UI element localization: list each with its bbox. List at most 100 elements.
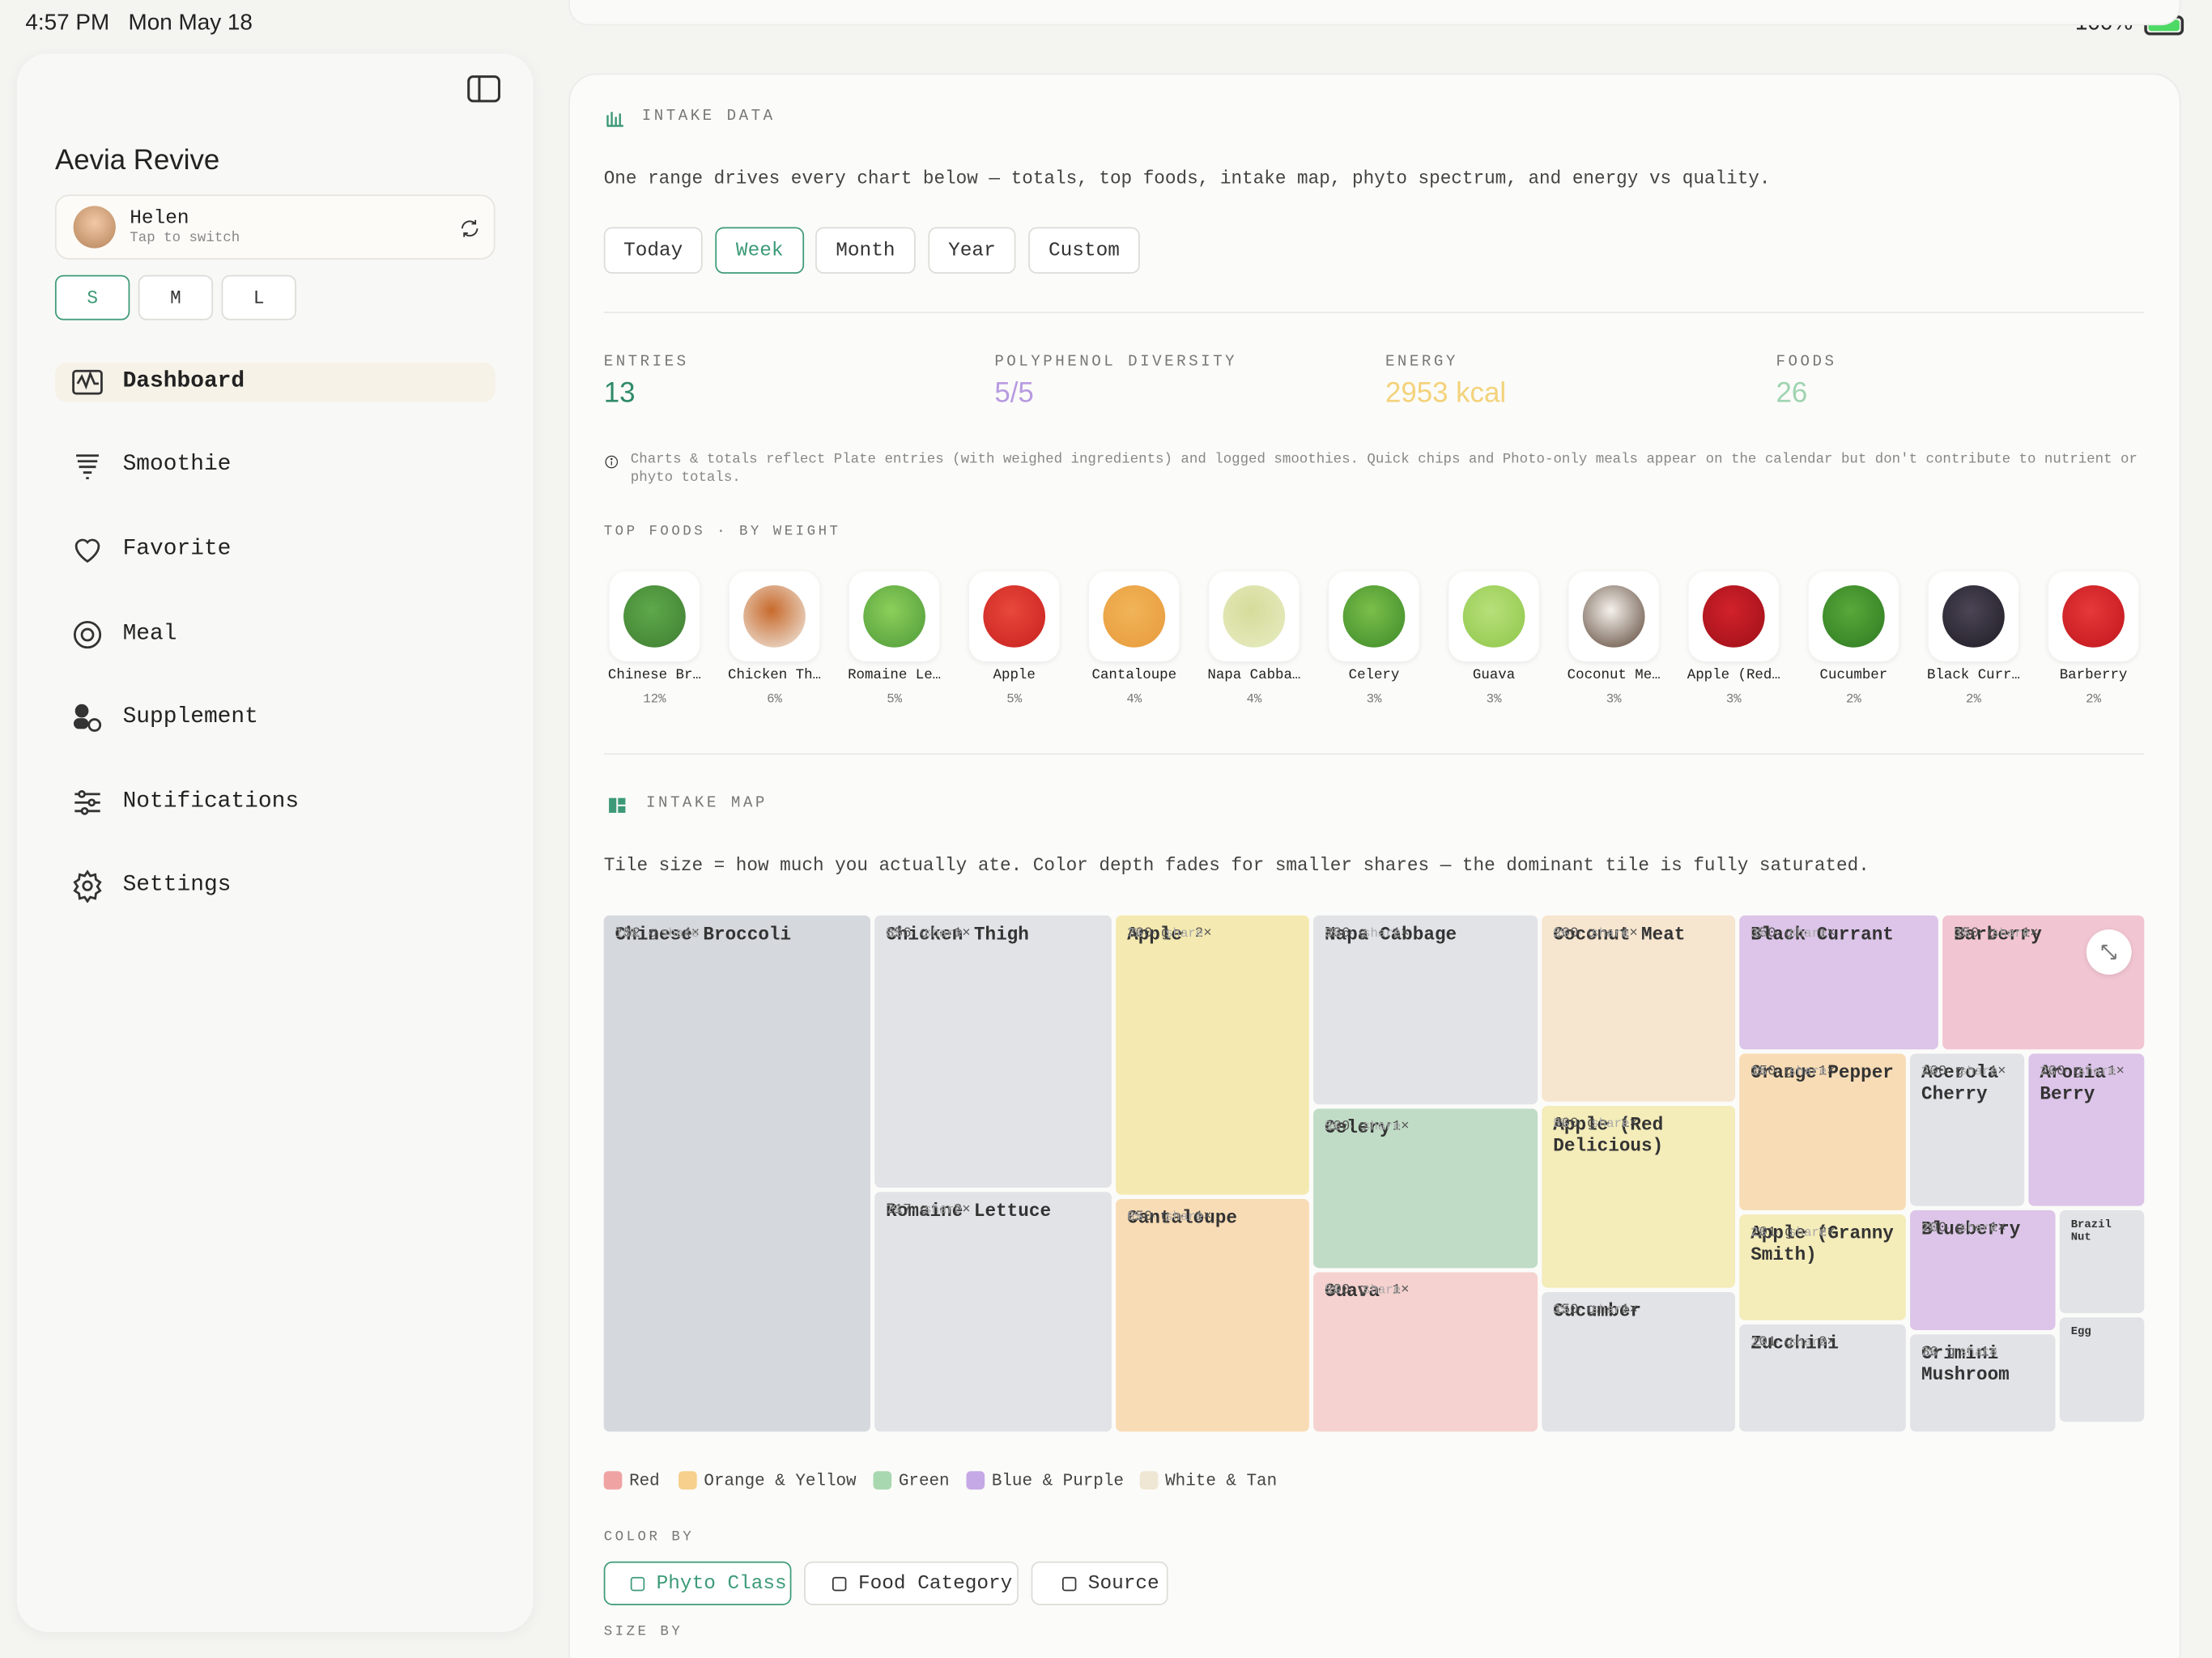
option-label: Source bbox=[1087, 1571, 1159, 1595]
size-button[interactable]: L bbox=[221, 274, 296, 321]
nav-icon bbox=[70, 618, 104, 652]
map-tile[interactable]: Zucchini 101 g · 2× 2% · share bbox=[1739, 1324, 1906, 1432]
map-tile[interactable]: Chicken Thigh 356 g · 1× 8% · share bbox=[874, 915, 1112, 1188]
nav-icon-svg bbox=[73, 869, 102, 903]
map-tile[interactable]: Cantaloupe 250 g · 1× 6% · share bbox=[1116, 1198, 1309, 1432]
expand-svg bbox=[2101, 944, 2116, 960]
map-tile[interactable]: Chinese Broccoli 752 g · 4× 18% · share bbox=[603, 915, 870, 1432]
nav-icon-svg bbox=[73, 620, 102, 649]
color-by-title: COLOR BY bbox=[603, 1530, 695, 1546]
tile-amount: 300 g · 2× bbox=[1127, 926, 1212, 942]
tile-share: 2% · share bbox=[1921, 1346, 1998, 1360]
map-tile[interactable]: Brazil Nut bbox=[2059, 1209, 2145, 1314]
color-by-button[interactable]: Source bbox=[1031, 1561, 1168, 1605]
food-thumb bbox=[609, 571, 700, 662]
food-thumb bbox=[849, 571, 940, 662]
map-tile[interactable]: Cucumber 150 g · 1× 3% · share bbox=[1542, 1291, 1736, 1432]
tile-amount: 101 g · 2× bbox=[1750, 1226, 1836, 1242]
nav-item[interactable]: Supplement bbox=[122, 704, 258, 729]
nav-item[interactable]: Smoothie bbox=[122, 451, 232, 477]
map-tile[interactable]: Barberry 150 g · 1× 3% · share bbox=[1942, 915, 2145, 1050]
range-button[interactable]: Month bbox=[815, 227, 916, 274]
option-label: Food Category bbox=[857, 1571, 1013, 1595]
color-by-button[interactable]: Phyto Class bbox=[603, 1561, 792, 1605]
legend-label: Blue & Purple bbox=[991, 1471, 1124, 1491]
food-thumb bbox=[1329, 571, 1419, 662]
food-name: Apple (Red… bbox=[1687, 668, 1780, 685]
food-share: 6% bbox=[767, 692, 782, 707]
nav-item[interactable]: Dashboard bbox=[122, 368, 245, 394]
map-title: INTAKE MAP bbox=[645, 795, 768, 813]
user-name: Helen bbox=[130, 207, 189, 230]
map-tile[interactable]: Apple (Granny Smith) 101 g · 2× 2% · share bbox=[1739, 1214, 1906, 1320]
food-image bbox=[2062, 585, 2125, 648]
legend-label: White & Tan bbox=[1165, 1471, 1278, 1491]
tile-share: 3% · share bbox=[1750, 926, 1827, 942]
map-tile[interactable]: Napa Cabbage 236 g · 1× 5% · share bbox=[1313, 915, 1538, 1105]
map-tile[interactable]: Blueberry 100 g · 1× 2% · share bbox=[1910, 1209, 2056, 1330]
map-tile[interactable]: Acerola Cherry 100 g · 1× 2% · share bbox=[1910, 1053, 2025, 1206]
color-by-button[interactable]: Food Category bbox=[804, 1561, 1019, 1605]
food-name: Chinese Br… bbox=[607, 668, 701, 685]
tile-share: 6% · share bbox=[1127, 1209, 1204, 1225]
nav-item[interactable]: Meal bbox=[122, 620, 177, 646]
food-thumb bbox=[1209, 571, 1300, 662]
nav-icon-svg bbox=[76, 454, 99, 480]
food-share: 3% bbox=[1725, 692, 1742, 707]
food-thumb bbox=[968, 571, 1060, 662]
nav-item[interactable]: Notifications bbox=[122, 788, 300, 814]
user-hint: Tap to switch bbox=[130, 231, 240, 247]
stat-value: 13 bbox=[603, 377, 636, 410]
range-button[interactable]: Today bbox=[603, 227, 703, 274]
tile-amount: 150 g · 1× bbox=[1954, 926, 2039, 942]
food-name: Napa Cabba… bbox=[1207, 668, 1301, 685]
size-button[interactable]: M bbox=[138, 274, 214, 321]
food-thumb bbox=[1688, 571, 1780, 662]
food-image bbox=[1223, 585, 1286, 648]
nav-item[interactable]: Favorite bbox=[122, 536, 232, 562]
map-tile[interactable]: Romaine Lettuce 317 g · 2× 7% · share bbox=[874, 1192, 1112, 1432]
tile-amount: 150 g · 1× bbox=[1553, 1303, 1638, 1320]
legend-swatch bbox=[678, 1471, 697, 1490]
tile-name: Guava bbox=[1325, 1281, 1380, 1303]
legend-label: Green bbox=[898, 1471, 950, 1491]
tile-name: Coconut Meat bbox=[1553, 924, 1686, 946]
map-tile[interactable]: Orange Pepper 150 g · 1× 3% · share bbox=[1739, 1053, 1906, 1210]
food-name: Apple bbox=[993, 668, 1036, 685]
tile-name: Aronia Berry bbox=[2040, 1061, 2106, 1105]
legend-swatch bbox=[966, 1471, 985, 1490]
map-tile[interactable]: Apple (Red Delicious) 200 g · 1× 5% · shar… bbox=[1542, 1105, 1736, 1288]
map-tile[interactable]: Crimini Mushroom 80 g · 1× 2% · share bbox=[1910, 1334, 2056, 1432]
nav-icon bbox=[70, 785, 104, 819]
nav-item[interactable]: Settings bbox=[122, 871, 232, 898]
food-share: 4% bbox=[1126, 692, 1142, 707]
map-tile[interactable]: Celery 200 g · 1× 5% · share bbox=[1313, 1108, 1538, 1269]
range-button[interactable]: Year bbox=[928, 227, 1016, 274]
user-card[interactable]: Helen Tap to switch bbox=[54, 194, 496, 260]
sidebar-toggle-svg bbox=[467, 75, 500, 103]
map-description: Tile size = how much you actually ate. C… bbox=[603, 854, 1870, 876]
map-tile[interactable]: Black Currant 150 g · 1× 3% · share bbox=[1739, 915, 1938, 1050]
tile-share: 3% · share bbox=[1553, 1303, 1630, 1318]
tile-amount: 150 g · 1× bbox=[1750, 1065, 1836, 1081]
tile-share: 8% · share bbox=[886, 926, 963, 942]
food-image bbox=[1942, 585, 2005, 648]
map-tile[interactable]: Apple 300 g · 2× 7% · share bbox=[1116, 915, 1309, 1195]
expand-button[interactable] bbox=[2086, 929, 2132, 975]
nav-icon bbox=[70, 449, 104, 483]
nav-icon bbox=[70, 701, 104, 735]
food-share: 12% bbox=[643, 692, 666, 707]
food-image bbox=[983, 585, 1046, 648]
map-tile[interactable]: Aronia Berry 100 g · 1× 2% · share bbox=[2028, 1053, 2145, 1206]
status-time: 4:57 PM bbox=[25, 11, 110, 36]
status-date: Mon May 18 bbox=[128, 11, 253, 36]
range-button[interactable]: Week bbox=[715, 227, 805, 274]
top-strip bbox=[568, 0, 2181, 26]
map-tile[interactable]: Coconut Meat 200 g · 1× 5% · share bbox=[1542, 915, 1736, 1102]
size-button[interactable]: S bbox=[54, 274, 130, 321]
range-button[interactable]: Custom bbox=[1028, 227, 1140, 274]
map-tile[interactable]: Guava 200 g · 1× 5% · share bbox=[1313, 1272, 1538, 1432]
map-tile[interactable]: Egg bbox=[2059, 1317, 2145, 1422]
